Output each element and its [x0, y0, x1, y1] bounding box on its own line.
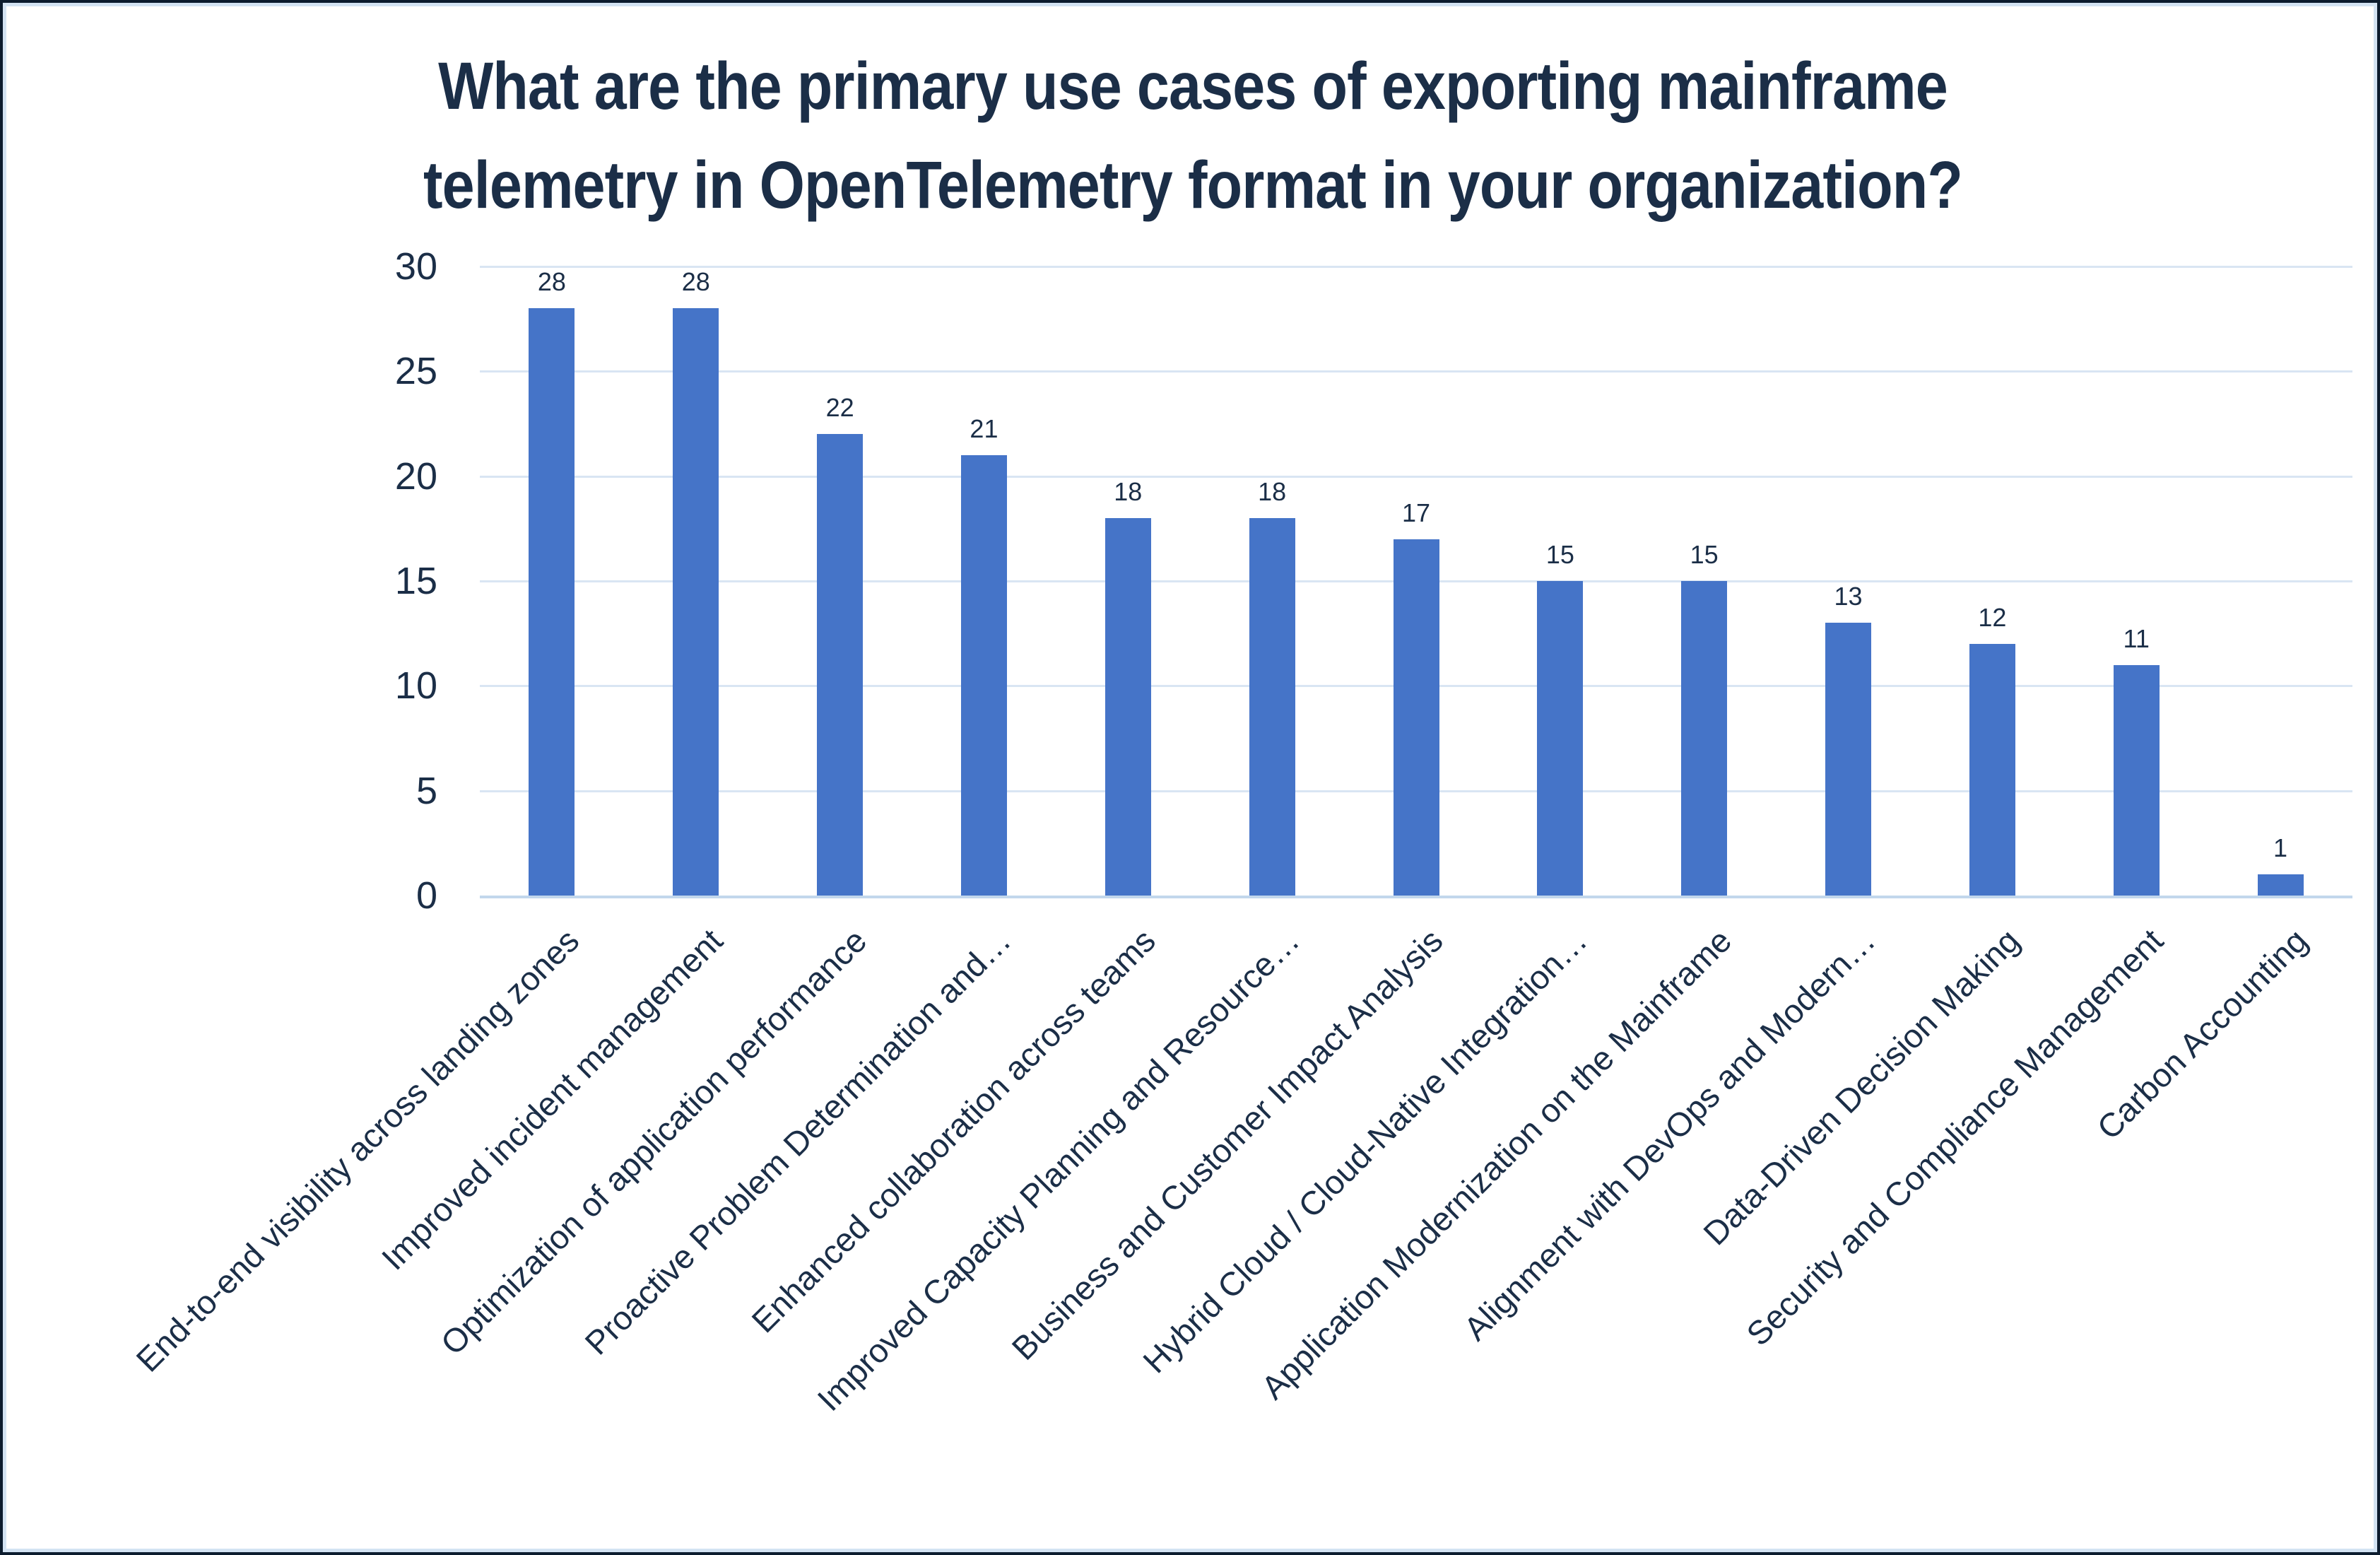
bar — [960, 455, 1007, 896]
bar-value-label: 15 — [1545, 540, 1574, 569]
y-tick-label: 0 — [416, 874, 437, 917]
y-tick-label: 10 — [394, 664, 437, 708]
bar-value-label: 22 — [825, 393, 854, 423]
bar — [1825, 623, 1872, 896]
y-tick-label: 5 — [416, 769, 437, 812]
bar — [1969, 644, 2015, 896]
y-tick-label: 20 — [394, 454, 437, 498]
bar — [673, 308, 719, 896]
gridline — [480, 266, 2352, 268]
bar — [1104, 518, 1151, 896]
bar — [1393, 539, 1439, 896]
bar-value-label: 28 — [681, 267, 710, 297]
y-tick-label: 25 — [394, 350, 437, 393]
bar-value-label: 12 — [1978, 603, 2007, 632]
y-tick-label: 15 — [394, 560, 437, 602]
chart-title-line-2: telemetry in OpenTelemetry format in you… — [423, 148, 1963, 223]
bar-value-label: 18 — [1114, 477, 1143, 506]
plot-area: 28 28 22 21 18 18 17 15 15 13 12 11 1 — [480, 266, 2352, 898]
bar — [1249, 518, 1295, 896]
bar-value-label: 28 — [537, 267, 566, 297]
bar — [1681, 581, 1728, 896]
bar-value-label: 1 — [2273, 833, 2288, 863]
bar-value-label: 21 — [970, 414, 998, 443]
chart-title: What are the primary use cases of export… — [158, 37, 2228, 235]
bar — [2257, 874, 2304, 896]
gridline — [480, 475, 2352, 478]
chart-title-line-1: What are the primary use cases of export… — [438, 49, 1948, 124]
bar-value-label: 13 — [1834, 582, 1863, 611]
bar-value-label: 11 — [2123, 623, 2150, 653]
y-tick-label: 30 — [394, 245, 437, 288]
bar — [529, 308, 575, 896]
bar — [817, 434, 864, 896]
bar — [2113, 664, 2160, 896]
x-category-label: Improved Capacity Planning and Resource… — [809, 921, 1307, 1419]
bar-value-label: 15 — [1690, 540, 1719, 569]
bar-value-label: 17 — [1401, 498, 1430, 527]
bar-value-label: 18 — [1258, 477, 1287, 506]
x-axis-line — [480, 896, 2352, 898]
gridline — [480, 370, 2352, 373]
bar — [1537, 581, 1584, 896]
